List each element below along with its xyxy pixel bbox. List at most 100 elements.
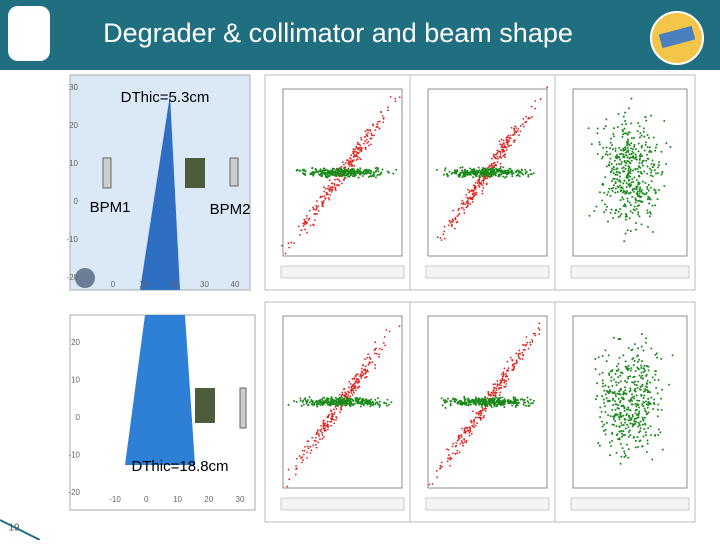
scatter-dot [634, 409, 637, 412]
scatter-dot [507, 378, 510, 380]
scatter-dot [348, 391, 350, 394]
scatter-dot [498, 397, 501, 400]
scatter-dot [463, 172, 466, 175]
scatter-dot [489, 175, 492, 178]
scatter-dot [456, 215, 459, 218]
scatter-dot [486, 175, 489, 178]
scatter-dot [620, 152, 623, 155]
scatter-dot [471, 192, 474, 195]
scatter-dot [356, 386, 359, 389]
scatter-dot [625, 393, 628, 396]
scatter-dot [301, 169, 304, 172]
scatter-dot [650, 151, 653, 154]
scatter-dot [449, 404, 452, 407]
scatter-dot [653, 169, 656, 172]
scatter-dot [309, 452, 312, 455]
scatter-dot [372, 174, 375, 177]
scatter-dot [462, 207, 464, 209]
scatter-dot [650, 169, 653, 172]
scatter-dot [528, 116, 530, 119]
scatter-dot [485, 399, 488, 402]
scatter-dot [327, 426, 330, 429]
scatter-dot [625, 182, 628, 185]
scatter-dot [480, 397, 483, 400]
scatter-dot [646, 187, 649, 190]
scatter-dot [328, 179, 331, 182]
scatter-dot [651, 458, 654, 461]
scatter-dot [644, 434, 647, 437]
scatter-dot [455, 399, 458, 402]
scatter-dot [634, 439, 637, 442]
scatter-dot [496, 151, 499, 154]
scatter-dot [654, 149, 657, 152]
scatter-dot [629, 169, 632, 172]
scatter-dot [638, 431, 641, 434]
scatter-dot [627, 140, 630, 143]
scatter-dot [647, 397, 650, 400]
scatter-dot [447, 457, 450, 460]
scatter-dot [500, 165, 502, 168]
scatter-dot [632, 397, 635, 400]
scatter-dot [502, 146, 504, 149]
scatter-dot [608, 187, 611, 190]
scatter-dot [350, 392, 353, 394]
scatter-dot [519, 357, 522, 360]
scatter-dot [610, 179, 613, 182]
scatter-dot [343, 167, 346, 170]
scatter-dot [660, 173, 663, 176]
scatter-dot [468, 431, 471, 434]
scatter-dot [315, 400, 318, 403]
scatter-dot [645, 337, 648, 340]
scatter-dot [494, 171, 497, 174]
scatter-dot [495, 157, 497, 160]
scatter-dot [330, 424, 333, 427]
y-tick-label: -10 [68, 451, 80, 460]
scatter-dot [503, 146, 506, 149]
scatter-dot [622, 424, 625, 427]
scatter-dot [327, 170, 330, 173]
scatter-dot [469, 430, 472, 433]
scatter-dot [514, 139, 516, 142]
scatter-dot [502, 375, 505, 377]
scatter-dot [463, 431, 466, 434]
scatter-dot [641, 359, 644, 362]
scatter-dot [634, 156, 637, 159]
scatter-dot [335, 169, 338, 172]
scatter-dot [524, 401, 527, 404]
scatter-dot [606, 153, 609, 156]
scatter-dot [627, 192, 630, 195]
scatter-dot [627, 346, 630, 349]
scatter-dot [646, 442, 649, 445]
scatter-dot [636, 213, 639, 216]
scatter-dot [645, 374, 648, 377]
scatter-dot [449, 402, 452, 405]
scatter-dot [625, 218, 628, 221]
scatter-dot [361, 401, 364, 404]
scatter-dot [479, 416, 482, 419]
scatter-dot [648, 146, 651, 149]
scatter-dot [654, 434, 657, 437]
scatter-dot [643, 407, 646, 410]
scatter-dot [529, 173, 532, 176]
scatter-dot [502, 372, 505, 375]
scatter-dot [647, 189, 650, 192]
scatter-dot [494, 393, 497, 395]
scatter-dot [620, 455, 623, 458]
scatter-dot [630, 349, 633, 352]
scatter-dot [435, 169, 438, 172]
scatter-dot [646, 439, 649, 442]
scatter-dot [311, 401, 314, 404]
scatter-dot [628, 157, 631, 160]
scatter-dot [639, 132, 642, 135]
scatter-dot [603, 423, 606, 426]
scatter-dot [360, 367, 363, 370]
scatter-dot [448, 219, 451, 222]
scatter-dot [335, 408, 338, 410]
scatter-dot [467, 429, 470, 432]
scatter-dot [336, 405, 339, 408]
scatter-dot [341, 182, 343, 185]
plot-legend [280, 497, 405, 511]
scatter-dot [339, 411, 341, 414]
scatter-dot [293, 400, 296, 403]
scatter-dot [348, 401, 351, 404]
